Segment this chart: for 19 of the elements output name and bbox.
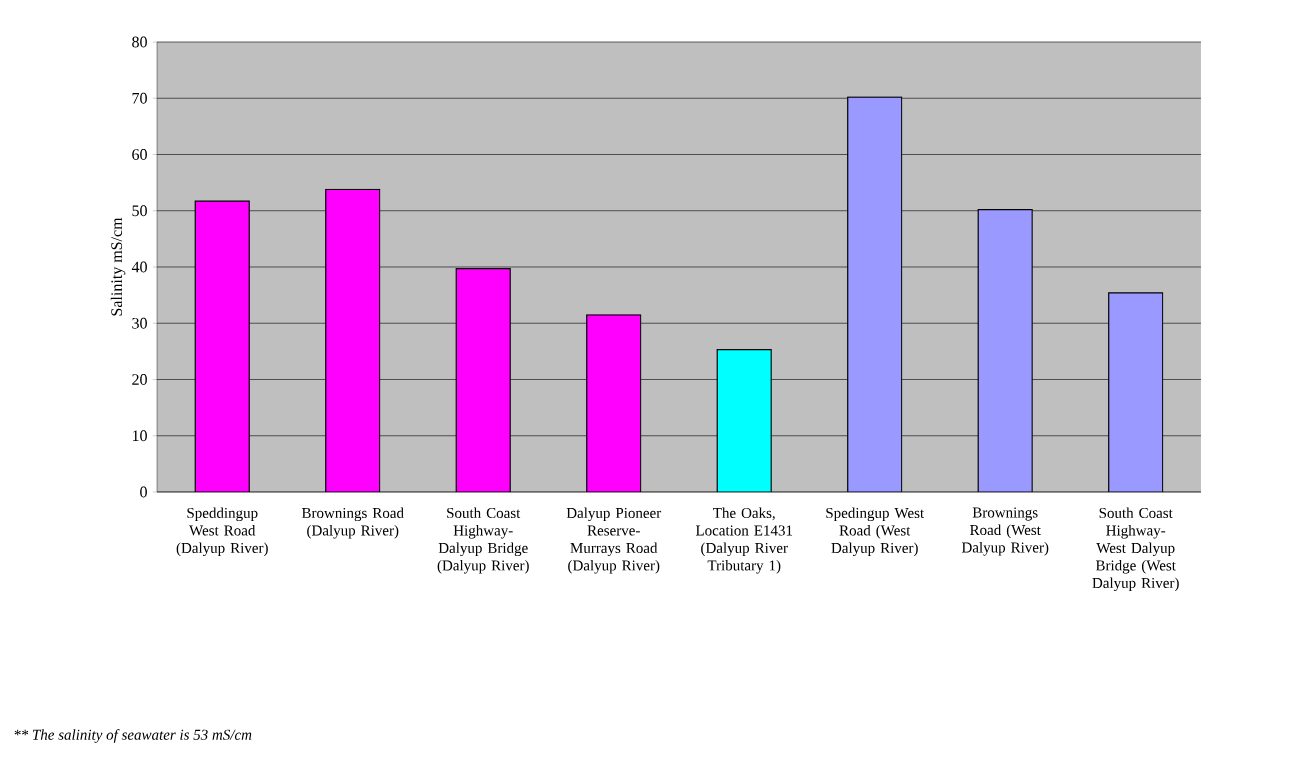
x-tick-label: South Coast Highway-West Dalyup Bridge (West Dalyup River) — [1092, 507, 1179, 592]
x-tick-label: Brownings Road (West Dalyup River) — [961, 507, 1049, 556]
y-tick-label: 70 — [132, 92, 147, 104]
y-tick-label: 80 — [132, 36, 147, 48]
y-tick-label: 20 — [132, 374, 147, 385]
x-tick-label: The Oaks, Location E1431 (Dalyup River Tributary 1) — [695, 507, 793, 574]
x-tick-label: South Coast Highway-Dalyup Bridge (Dalyup River) — [437, 507, 529, 574]
y-tick-label: 50 — [132, 205, 147, 217]
y-tick-label: 60 — [132, 149, 147, 160]
y-tick-label: 30 — [132, 317, 147, 329]
x-tick-label: Dalyup Pioneer Reserve-Murrays Road (Dalyup River) — [566, 507, 662, 574]
text: ** The salinity of seawater is 53 mS/cm — [14, 729, 252, 743]
x-tick-label: Speddingup West Road (Dalyup River) — [176, 507, 268, 557]
y-tick-label: 0 — [140, 486, 147, 498]
x-tick-label: Spedingup West Road (West Dalyup River) — [826, 507, 925, 557]
y-tick-label: 40 — [131, 261, 147, 273]
y-axis-title: Salinity mS/cm — [110, 217, 126, 316]
x-tick-label: Brownings Road (Dalyup River) — [301, 507, 404, 539]
y-tick-label: 10 — [132, 430, 147, 442]
